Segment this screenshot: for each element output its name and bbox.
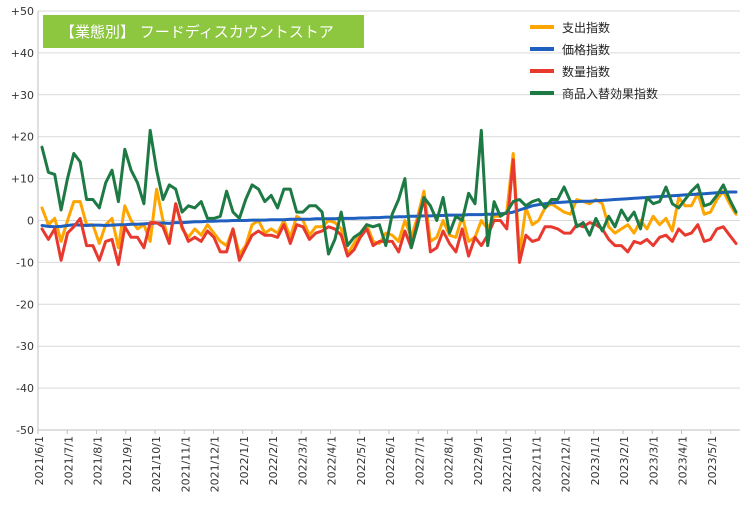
x-tick-label: 2022/5/1 — [355, 436, 368, 485]
series-lines — [40, 128, 738, 266]
x-tick-label: 2022/3/1 — [296, 436, 309, 485]
x-tick-label: 2022/2/1 — [267, 436, 280, 485]
y-tick-label: +50 — [11, 5, 34, 18]
y-tick-label: -20 — [16, 298, 34, 311]
x-tick-label: 2022/4/1 — [326, 436, 339, 485]
chart-title: 【業態別】 フードディスカウントストア — [60, 23, 334, 41]
y-tick-label: +40 — [11, 47, 34, 60]
x-tick-label: 2021/8/1 — [92, 436, 105, 485]
x-tick-label: 2023/3/1 — [647, 436, 660, 485]
legend-label: 価格指数 — [562, 42, 610, 57]
legend-label: 数量指数 — [562, 64, 610, 79]
y-tick-label: -40 — [16, 382, 34, 395]
x-tick-label: 2021/11/1 — [179, 436, 192, 492]
series-line-3 — [40, 158, 738, 266]
y-tick-label: -30 — [16, 340, 34, 353]
x-tick-label: 2023/5/1 — [706, 436, 719, 485]
y-tick-label: +30 — [11, 89, 34, 102]
x-tick-label: 2023/2/1 — [618, 436, 631, 485]
x-tick-label: 2021/10/1 — [150, 436, 163, 492]
x-tick-label: 2022/7/1 — [413, 436, 426, 485]
y-tick-label: -10 — [16, 256, 34, 269]
x-tick-label: 2022/6/1 — [384, 436, 397, 485]
x-tick-label: 2021/12/1 — [209, 436, 222, 492]
y-tick-label: +20 — [11, 131, 34, 144]
x-tick-label: 2022/12/1 — [560, 436, 573, 492]
legend-label: 支出指数 — [562, 20, 610, 35]
x-tick-label: 2021/6/1 — [33, 436, 46, 485]
x-tick-label: 2023/1/1 — [589, 436, 602, 485]
x-tick-label: 2021/9/1 — [121, 436, 134, 485]
y-tick-label: +10 — [11, 173, 34, 186]
legend-label: 商品入替効果指数 — [562, 86, 658, 101]
x-tick-label: 2023/4/1 — [677, 436, 690, 485]
x-tick-label: 2022/11/1 — [530, 436, 543, 492]
x-tick-label: 2021/7/1 — [62, 436, 75, 485]
x-tick-label: 2022/10/1 — [501, 436, 514, 492]
x-tick-label: 2022/1/1 — [238, 436, 251, 485]
series-line-4 — [40, 128, 738, 256]
y-tick-label: 0 — [27, 215, 34, 228]
y-tick-label: -50 — [16, 424, 34, 437]
x-tick-label: 2022/8/1 — [443, 436, 456, 485]
chart-title-background — [43, 15, 364, 48]
chart-title-box: 【業態別】 フードディスカウントストア — [43, 15, 364, 48]
x-tick-label: 2022/9/1 — [472, 436, 485, 485]
